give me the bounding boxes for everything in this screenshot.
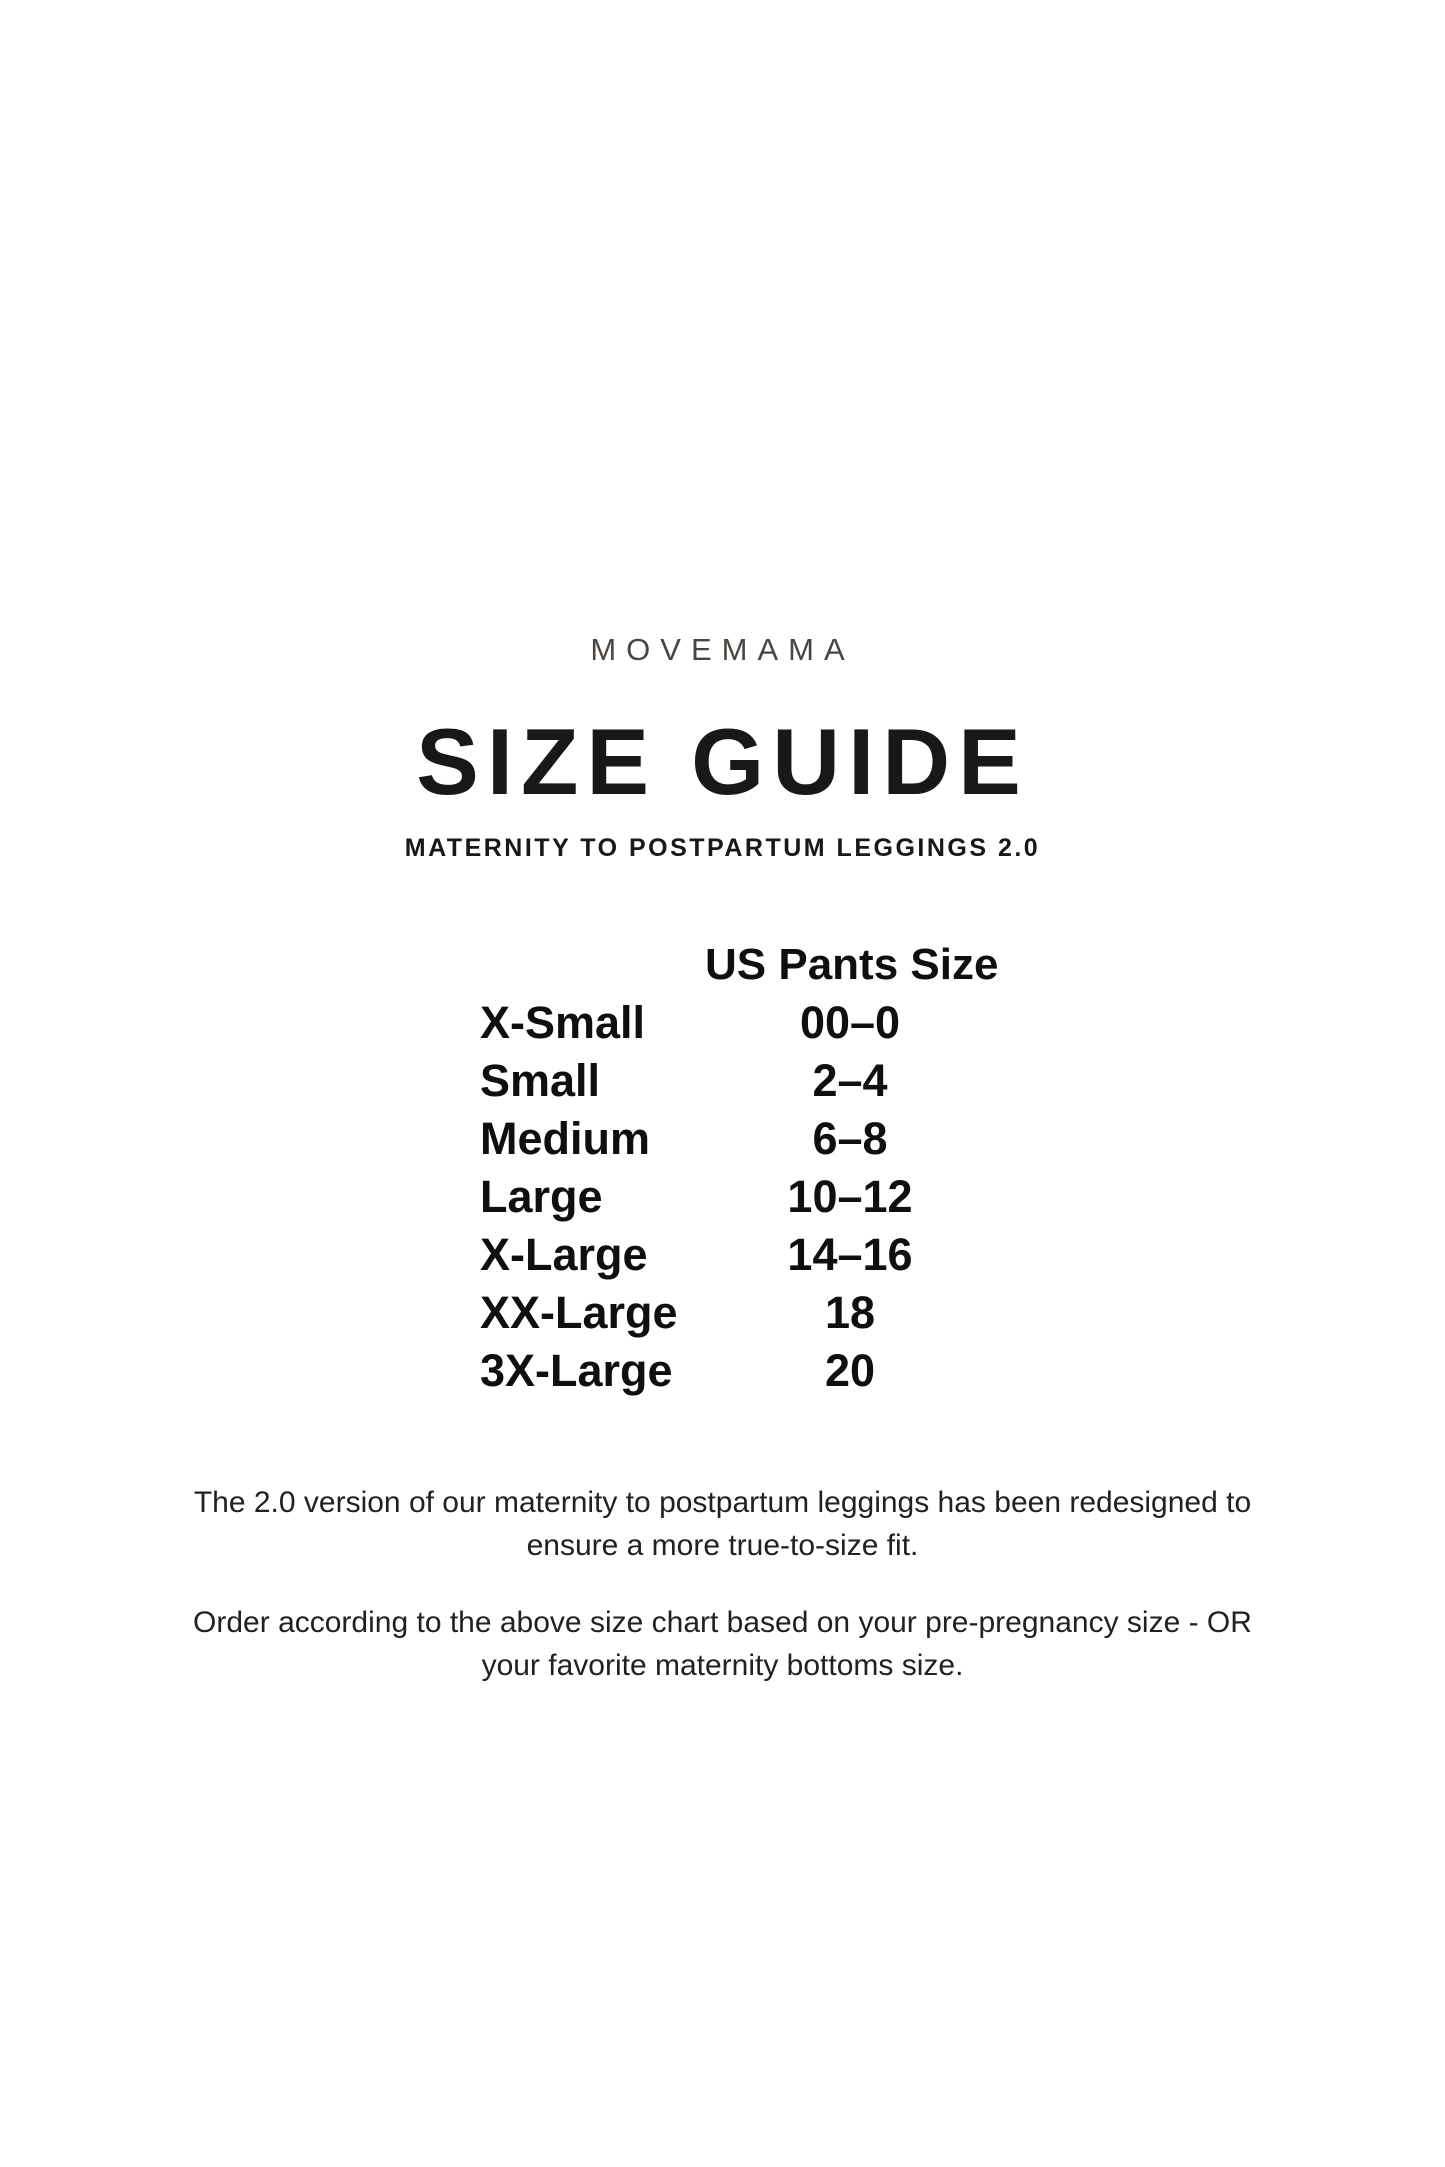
page-subtitle: MATERNITY TO POSTPARTUM LEGGINGS 2.0 [404,834,1041,862]
size-value: 18 [824,1287,876,1338]
size-value: 6–8 [812,1113,888,1164]
size-value: 14–16 [787,1229,913,1280]
redesign-note: The 2.0 version of our maternity to post… [193,1486,1252,1562]
size-label: XX-Large [480,1287,678,1338]
size-value: 2–4 [812,1055,888,1106]
size-value: 20 [824,1345,876,1396]
size-label: X-Large [480,1229,648,1280]
size-label: Small [480,1055,601,1106]
page-title: SIZE GUIDE [416,709,1029,814]
size-table-column-header: US Pants Size [705,940,999,989]
size-label: Medium [480,1113,651,1164]
size-table-header-spacer [480,936,705,994]
size-label: X-Small [480,997,646,1048]
size-value: 00–0 [799,997,901,1048]
size-label: Large [480,1171,603,1222]
ordering-note: Order according to the above size chart … [193,1606,1252,1682]
size-table: US Pants Size X-Small 00–0 Small 2–4 Med… [480,936,999,1400]
size-value: 10–12 [787,1171,913,1222]
size-label: 3X-Large [480,1345,673,1396]
brand-wordmark: MOVEMAMA [590,632,855,667]
